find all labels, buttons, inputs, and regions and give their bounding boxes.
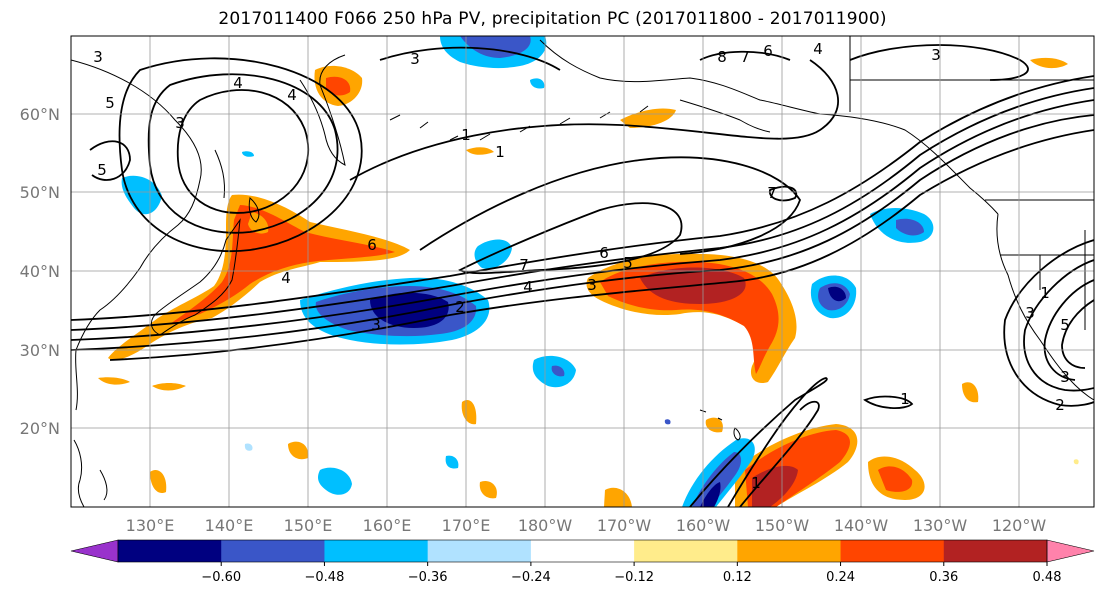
pv-contour-label: 1 xyxy=(900,390,910,408)
colorbar-tick-label: 0.24 xyxy=(826,570,855,585)
lon-label: 150°E xyxy=(284,516,333,535)
pv-contour-label: 3 xyxy=(587,276,597,294)
longitude-labels: 130°E 140°E 150°E 160°E 170°E 180°W 170°… xyxy=(126,516,1047,535)
colorbar-segment xyxy=(221,540,325,562)
lon-label: 180°W xyxy=(518,516,573,535)
colorbar-segment xyxy=(840,540,945,562)
pv-contour-label: 1 xyxy=(1040,284,1050,302)
colorbar-tick-label: −0.48 xyxy=(305,570,345,585)
colorbar-tick-label: −0.24 xyxy=(511,570,551,585)
pv-contour-label: 1 xyxy=(495,143,505,161)
lon-label: 130°W xyxy=(913,516,968,535)
colorbar-segment xyxy=(943,540,1048,562)
lat-label: 40°N xyxy=(20,262,60,281)
pv-contour-label: 3 xyxy=(93,48,103,66)
pv-contour-label: 4 xyxy=(813,40,823,58)
pv-contour-label: 1 xyxy=(751,474,761,492)
pv-contour-label: 4 xyxy=(281,269,291,287)
pv-contour-label: 3 xyxy=(175,114,185,132)
pv-contour-label: 3 xyxy=(371,316,381,334)
pv-contour-label: 7 xyxy=(740,48,750,66)
latitude-labels: 60°N 50°N 40°N 30°N 20°N xyxy=(20,105,60,438)
colorbar-segment xyxy=(324,540,429,562)
map-frame xyxy=(70,35,1095,508)
pv-contour-label: 5 xyxy=(105,94,115,112)
lon-label: 160°E xyxy=(363,516,412,535)
lat-label: 30°N xyxy=(20,341,60,360)
pv-contour-label: 3 xyxy=(1025,304,1035,322)
gridlines xyxy=(71,36,1094,507)
pv-contour-label: 5 xyxy=(97,161,107,179)
coastlines xyxy=(71,36,1094,507)
colorbar-extend-max xyxy=(1046,539,1095,563)
pv-contour-label: 6 xyxy=(367,236,377,254)
lon-label: 130°E xyxy=(126,516,175,535)
lat-label: 50°N xyxy=(20,183,60,202)
figure-title: 2017011400 F066 250 hPa PV, precipitatio… xyxy=(218,9,887,29)
colorbar-segment xyxy=(427,540,532,562)
colorbar-extend-min xyxy=(70,539,119,563)
colorbar-segment xyxy=(634,540,738,562)
pv-contour-label: 3 xyxy=(931,46,941,64)
colorbar-tick-label: 0.48 xyxy=(1033,570,1062,585)
lon-label: 120°W xyxy=(992,516,1047,535)
pv-contour-label: 1 xyxy=(461,126,471,144)
lon-label: 160°W xyxy=(676,516,731,535)
lon-label: 140°W xyxy=(834,516,889,535)
pv-contour-label: 2 xyxy=(1055,396,1065,414)
lat-label: 20°N xyxy=(20,419,60,438)
pv-contour-label: 7 xyxy=(767,184,777,202)
colorbar-tick-label: −0.12 xyxy=(614,570,654,585)
pv-contour-label: 6 xyxy=(599,244,609,262)
pv-contour-label: 3 xyxy=(1060,368,1070,386)
lon-label: 170°W xyxy=(597,516,652,535)
colorbar: −0.60 −0.48 −0.36 −0.24 −0.12 0.12 0.24 0.36 0.4… xyxy=(70,539,1095,585)
lon-label: 140°E xyxy=(205,516,254,535)
pv-contour-label: 4 xyxy=(287,86,297,104)
pv-contours xyxy=(71,44,1094,507)
colorbar-tick-label: 0.12 xyxy=(723,570,752,585)
colorbar-tick-label: 0.36 xyxy=(929,570,958,585)
pv-contour-label: 2 xyxy=(455,298,465,316)
colorbar-segment xyxy=(118,540,222,562)
colorbar-tick-label: −0.36 xyxy=(408,570,448,585)
pv-contour-label: 8 xyxy=(717,48,727,66)
pv-contour-label: 5 xyxy=(623,254,633,272)
colorbar-segment xyxy=(737,540,842,562)
pv-contour-label: 4 xyxy=(523,278,533,296)
lat-label: 60°N xyxy=(20,105,60,124)
pv-contour-label: 4 xyxy=(233,74,243,92)
pv-contour-label: 6 xyxy=(763,42,773,60)
colorbar-outline xyxy=(117,539,1048,563)
pv-contour-label: 5 xyxy=(1060,316,1070,334)
lon-label: 150°W xyxy=(755,516,810,535)
colorbar-segment xyxy=(530,540,635,562)
pv-contour-label: 7 xyxy=(519,256,529,274)
pv-contour-label: 3 xyxy=(410,50,420,68)
lon-label: 170°E xyxy=(442,516,491,535)
colorbar-tick-label: −0.60 xyxy=(201,570,241,585)
